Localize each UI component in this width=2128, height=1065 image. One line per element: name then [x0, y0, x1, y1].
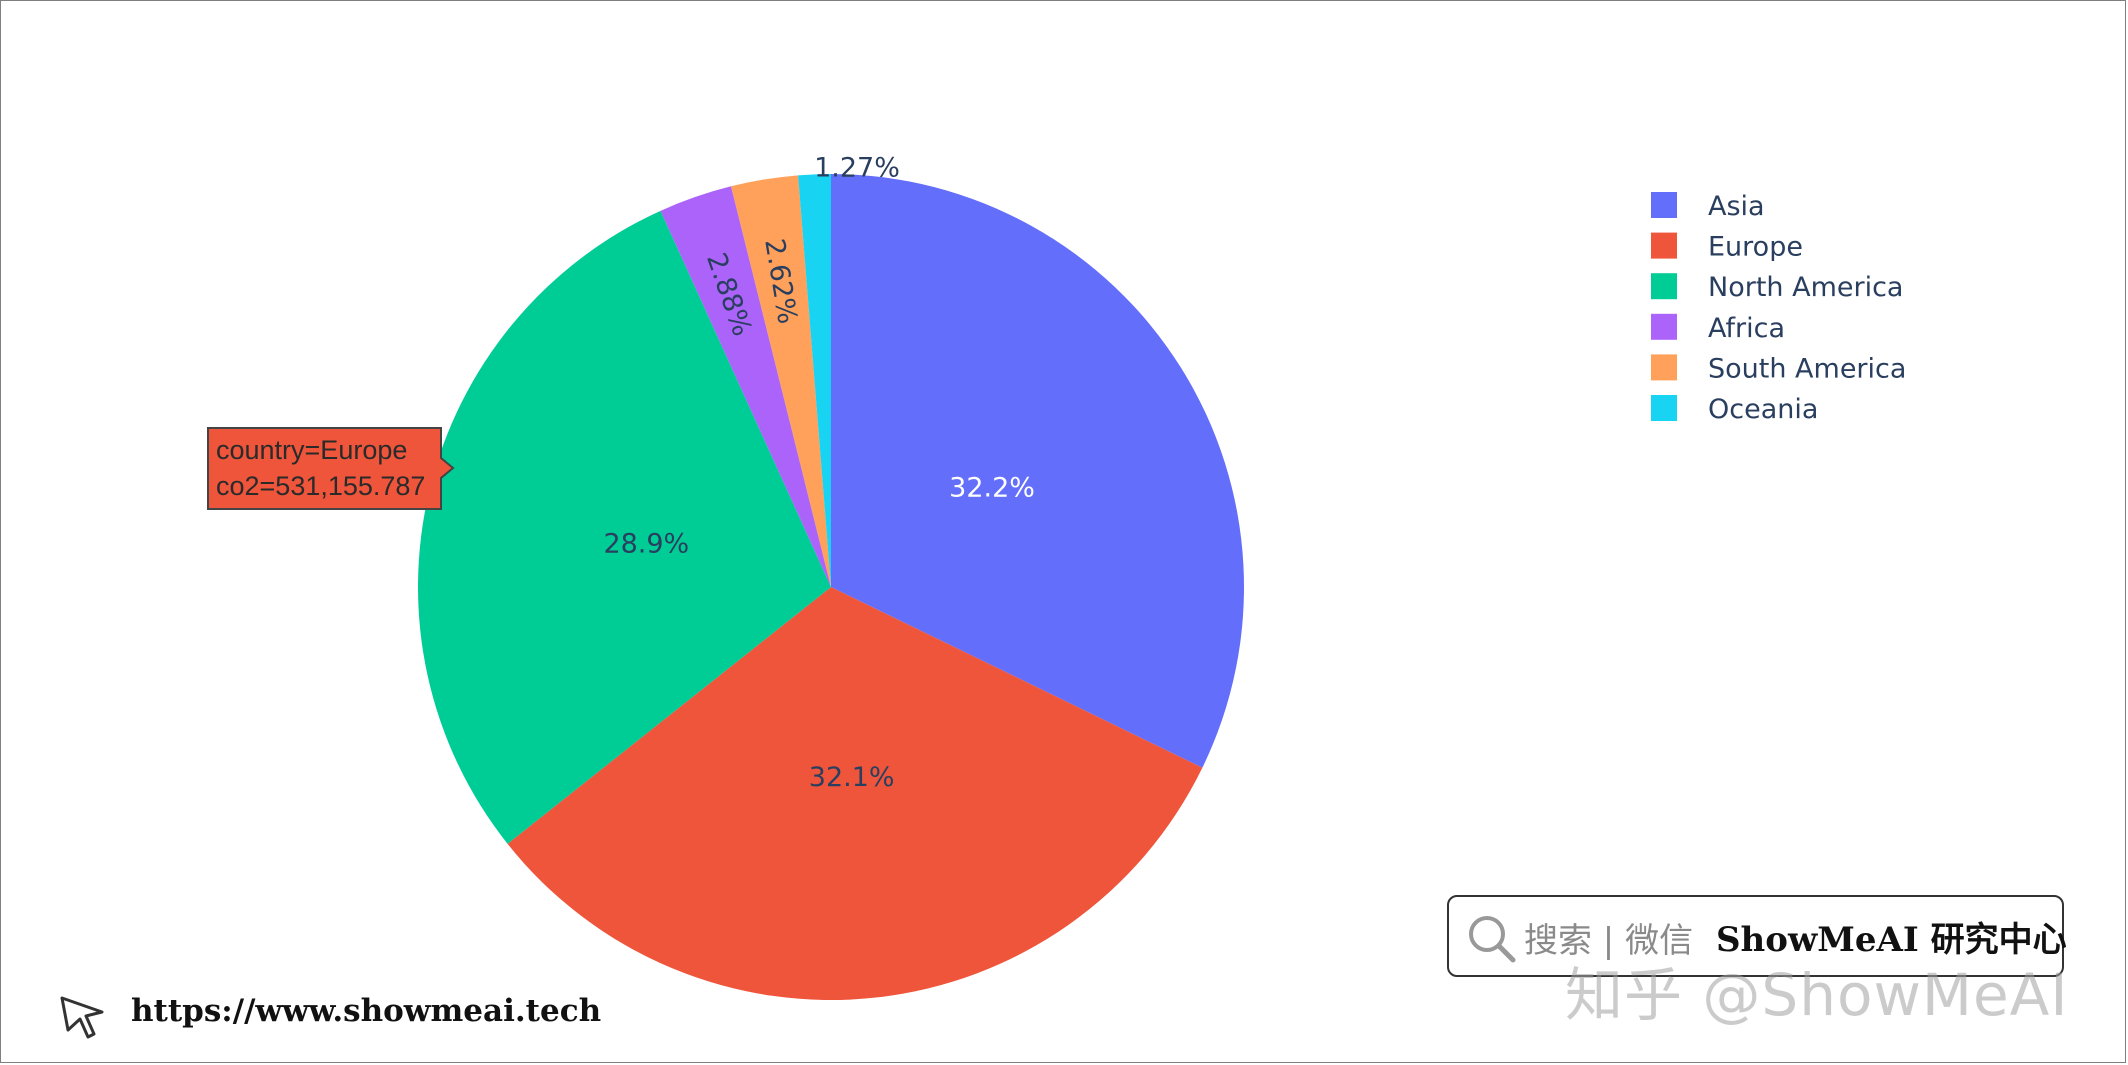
legend-swatch-asia[interactable]: [1651, 192, 1677, 218]
hover-tooltip: country=Europe co2=531,155.787: [207, 427, 455, 510]
watermark-search-box: [1447, 895, 2064, 977]
slice-africa[interactable]: [660, 186, 831, 587]
watermark-zhihu: 知乎 @ShowMeAI: [1565, 961, 2069, 1029]
slice-south-america[interactable]: [731, 175, 831, 587]
slice-label-oceania: 1.27%: [814, 152, 900, 183]
hover-tooltip-line-2: co2=531,155.787: [216, 471, 425, 501]
slice-label-north-america: 28.9%: [603, 528, 689, 559]
legend-swatch-south-america[interactable]: [1651, 354, 1677, 381]
legend-label-south-america[interactable]: South America: [1708, 353, 1906, 384]
legend-label-north-america[interactable]: North America: [1708, 272, 1903, 303]
watermark-search-text: 搜索 | 微信: [1524, 921, 1694, 961]
cursor-pointer-icon: [60, 996, 104, 1039]
slice-oceania[interactable]: [798, 174, 831, 587]
slice-label-europe: 32.1%: [809, 762, 895, 793]
legend: Asia Europe North America Africa South Ameri…: [1651, 191, 1906, 425]
legend-label-asia[interactable]: Asia: [1708, 191, 1765, 222]
legend-swatch-europe[interactable]: [1651, 232, 1677, 259]
website-url[interactable]: https://www.showmeai.tech: [131, 993, 602, 1029]
slice-asia[interactable]: [831, 174, 1245, 768]
slice-north-america[interactable]: [418, 210, 831, 844]
slice-label-asia: 32.2%: [949, 472, 1035, 503]
legend-label-oceania[interactable]: Oceania: [1708, 394, 1818, 425]
legend-swatch-oceania[interactable]: [1651, 395, 1677, 421]
hover-tooltip-box: [207, 427, 455, 510]
slice-labels: 32.2%32.1%28.9%2.88% 2.62%1.27%: [603, 152, 1035, 793]
legend-label-europe[interactable]: Europe: [1708, 232, 1803, 263]
legend-label-africa[interactable]: Africa: [1708, 313, 1785, 344]
search-icon: [1469, 916, 1516, 963]
watermark-brand: ShowMeAI 研究中心: [1716, 920, 2067, 960]
slice-europe[interactable]: [507, 587, 1203, 1000]
pie-slices: [418, 174, 1245, 1000]
legend-swatch-north-america[interactable]: [1651, 273, 1677, 300]
hover-tooltip-line-1: country=Europe: [216, 435, 407, 465]
legend-swatch-africa[interactable]: [1651, 313, 1677, 340]
